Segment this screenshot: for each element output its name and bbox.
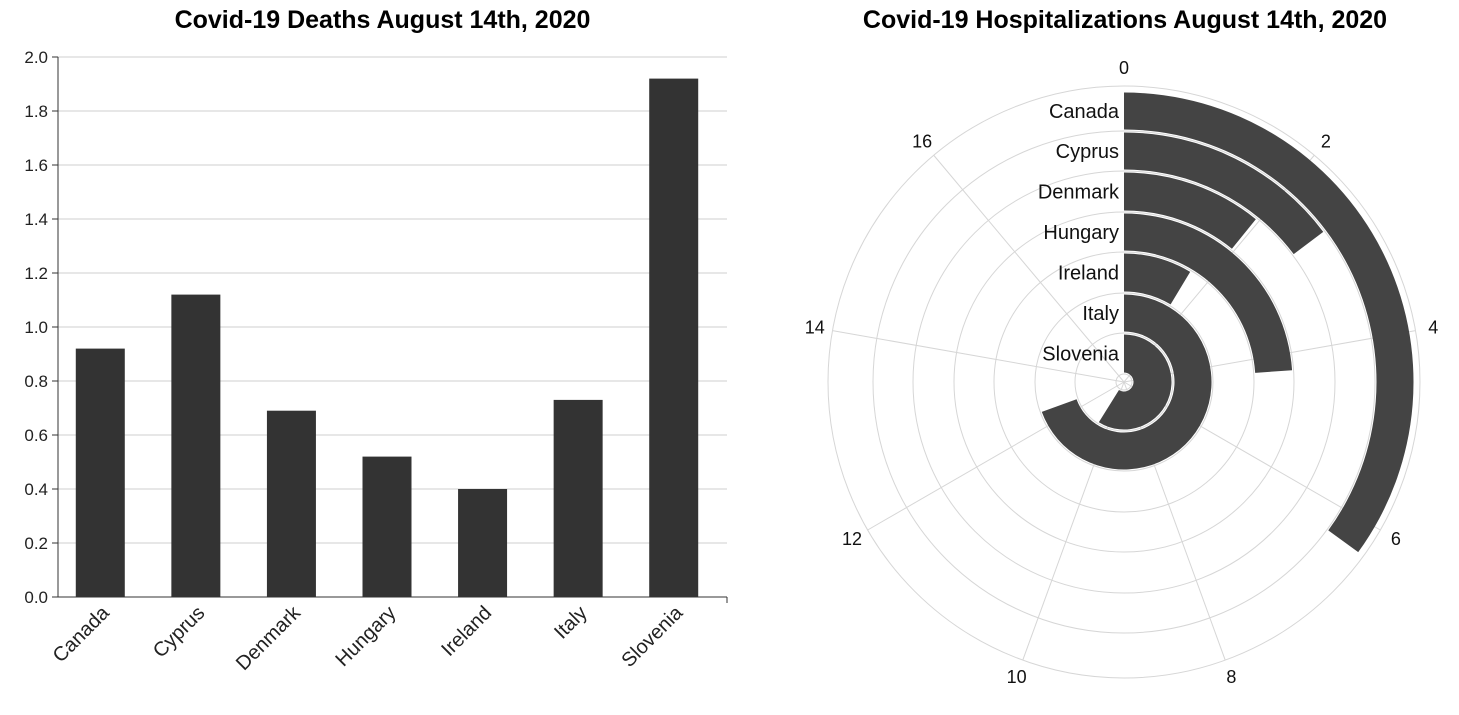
radial-grid-circle <box>872 130 1376 634</box>
y-tick-label: 1.0 <box>24 318 48 337</box>
y-tick-label: 1.6 <box>24 156 48 175</box>
radial-chart-title: Covid-19 Hospitalizations August 14th, 2… <box>862 6 1388 34</box>
angular-tick-label: 2 <box>1321 131 1331 151</box>
x-tick-label-ireland: Ireland <box>437 602 496 661</box>
radial-spoke <box>1123 381 1226 661</box>
bar-cyprus <box>171 294 221 597</box>
radial-bar-cyprus <box>1124 132 1324 255</box>
radial-bar-ireland <box>1124 253 1191 305</box>
bar-ireland <box>458 489 508 597</box>
radial-bar-canada <box>1124 92 1414 553</box>
radial-bar-hungary <box>1124 213 1293 373</box>
y-tick-label: 1.2 <box>24 264 48 283</box>
radial-spoke <box>1123 381 1381 531</box>
radial-grid-circle <box>827 85 1421 679</box>
radial-spoke <box>867 381 1125 531</box>
radial-spoke <box>1022 381 1125 661</box>
hospitalizations-radial-chart: 0 2 4 6 8 10 12 14 16 Canada Cyprus Denmark Hungary I… <box>805 58 1438 687</box>
radial-grid-circle <box>1074 332 1174 432</box>
angular-tick-label: 14 <box>805 317 825 337</box>
radial-bar-denmark <box>1124 172 1256 249</box>
y-tick-label: 0.8 <box>24 372 48 391</box>
y-tick-label: 0.6 <box>24 426 48 445</box>
radial-label-canada: Canada <box>1049 101 1120 123</box>
radial-grid-circle <box>953 211 1295 553</box>
radial-label-hungary: Hungary <box>1043 222 1119 244</box>
radial-grid-circle <box>912 170 1336 594</box>
angular-tick-label: 16 <box>912 131 932 151</box>
radial-spoke <box>933 154 1125 383</box>
radial-label-denmark: Denmark <box>1038 182 1120 204</box>
radial-label-italy: Italy <box>1082 303 1119 325</box>
radial-spoke <box>832 330 1125 383</box>
bar-denmark <box>266 410 316 597</box>
y-tick-label: 1.4 <box>24 210 48 229</box>
radial-grid-circle <box>1034 292 1214 472</box>
radial-grid-circle <box>993 251 1255 513</box>
x-tick-label-canada: Canada <box>49 601 115 667</box>
bar-canada <box>75 348 125 597</box>
x-tick-label-denmark: Denmark <box>232 601 306 675</box>
angular-tick-label: 0 <box>1119 58 1129 78</box>
angular-tick-label: 6 <box>1391 529 1401 549</box>
radial-bar-italy <box>1041 294 1212 470</box>
radial-grid-circle <box>1115 373 1133 391</box>
radial-bar-slovenia <box>1098 334 1172 430</box>
x-tick-label-cyprus: Cyprus <box>149 602 209 662</box>
angular-tick-label: 4 <box>1428 317 1438 337</box>
angular-tick-label: 12 <box>842 529 862 549</box>
y-tick-label: 0.2 <box>24 534 48 553</box>
radial-label-cyprus: Cyprus <box>1056 141 1119 163</box>
bar-italy <box>553 399 603 597</box>
bar-chart-title: Covid-19 Deaths August 14th, 2020 <box>174 6 591 34</box>
angular-tick-label: 8 <box>1226 667 1236 687</box>
y-tick-label: 1.8 <box>24 102 48 121</box>
x-tick-label-hungary: Hungary <box>332 602 401 671</box>
x-tick-label-slovenia: Slovenia <box>617 601 687 671</box>
y-tick-label: 2.0 <box>24 48 48 67</box>
radial-label-ireland: Ireland <box>1058 263 1119 285</box>
y-tick-label: 0.0 <box>24 588 48 607</box>
deaths-bar-chart: 0.0 0.2 0.4 0.6 0.8 1.0 1.2 1.4 1.6 1.8 2.0 Canada C… <box>24 48 728 675</box>
y-tick-label: 0.4 <box>24 480 48 499</box>
radial-label-slovenia: Slovenia <box>1042 344 1120 366</box>
angular-tick-label: 10 <box>1007 667 1027 687</box>
bar-hungary <box>362 456 412 597</box>
bar-slovenia <box>649 78 699 598</box>
x-tick-label-italy: Italy <box>550 602 591 643</box>
